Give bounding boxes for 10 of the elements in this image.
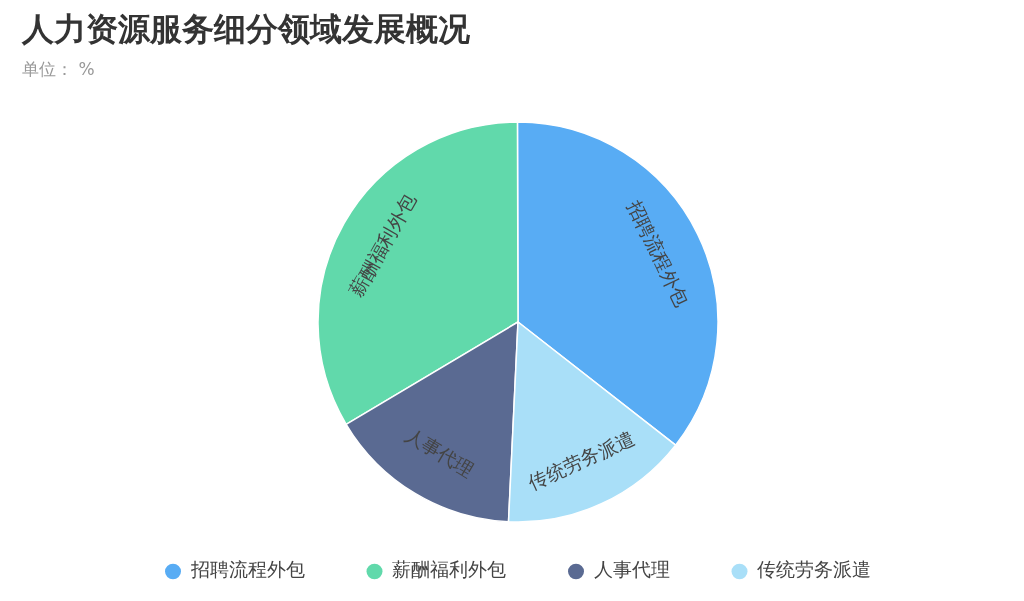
chart-subtitle: 单位： % [22, 59, 95, 80]
slice-label: 薪酬福利外包 [344, 190, 420, 301]
slice-label: 人事代理 [401, 423, 479, 482]
legend-label: 传统劳务派遣 [757, 558, 871, 581]
chart-title: 人力资源服务细分领域发展概况 [21, 9, 471, 48]
slice-label: 传统劳务派遣 [524, 426, 638, 494]
legend-label: 薪酬福利外包 [392, 558, 506, 581]
legend-label: 人事代理 [593, 558, 670, 581]
legend-label: 招聘流程外包 [189, 558, 305, 581]
slice-label: 招聘流程外包 [622, 196, 694, 310]
